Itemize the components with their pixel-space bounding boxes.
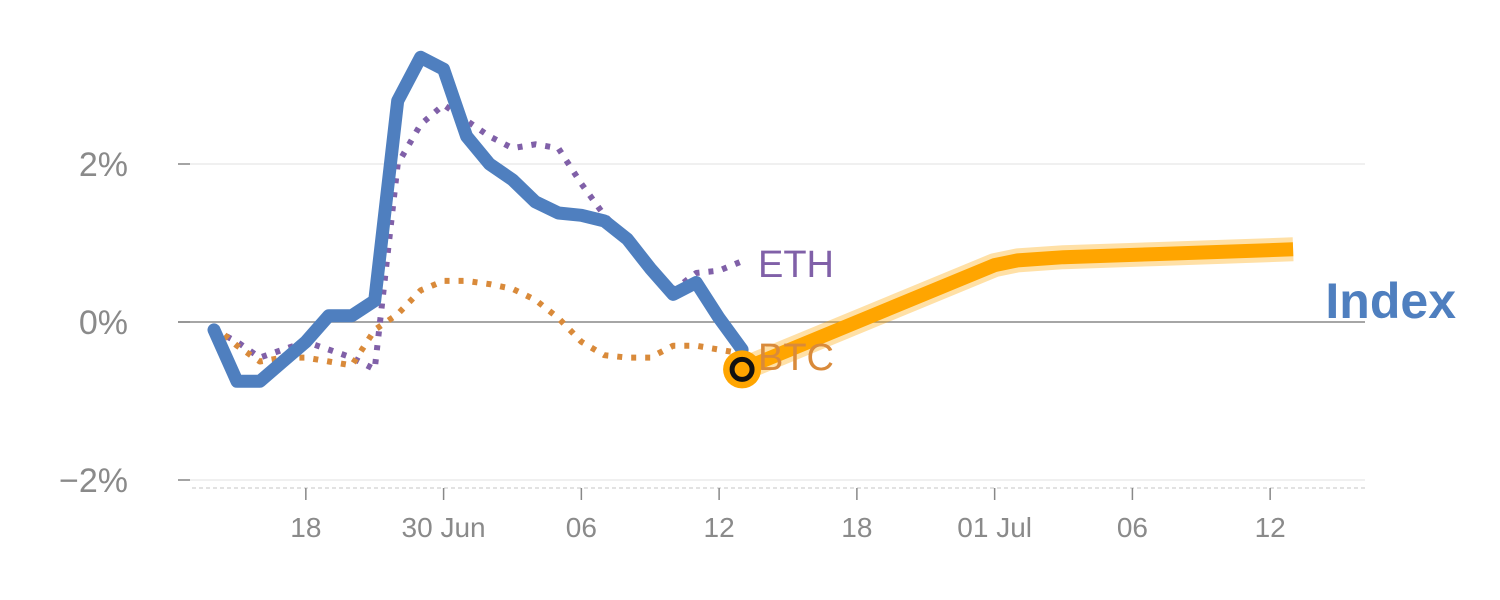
marker-ring — [729, 356, 755, 382]
label-index: Index — [1325, 273, 1456, 329]
series-labels: ETH BTC Index — [758, 244, 1456, 379]
marker-outer — [723, 350, 762, 389]
x-tick-label: 18 — [290, 512, 321, 543]
series-lines — [207, 50, 1294, 389]
x-tick-label: 12 — [704, 512, 735, 543]
index-line — [207, 50, 749, 388]
x-tick-label: 06 — [1117, 512, 1148, 543]
x-axis: 18 30 Jun 06 12 18 01 Jul 06 12 — [290, 488, 1286, 543]
btc-line — [212, 277, 743, 369]
x-tick-label: 06 — [566, 512, 597, 543]
x-tick-label: 18 — [841, 512, 872, 543]
x-tick-label: 30 Jun — [402, 512, 486, 543]
projection-line — [739, 242, 1294, 376]
y-tick-label: 2% — [79, 146, 128, 184]
x-tick-label: 01 Jul — [957, 512, 1032, 543]
x-tick-label: 12 — [1255, 512, 1286, 543]
grid-lines — [178, 163, 1365, 489]
y-tick-label: 0% — [79, 304, 128, 342]
label-btc: BTC — [758, 337, 834, 379]
y-tick-label: −2% — [59, 462, 128, 500]
y-axis: 2% 0% −2% — [59, 146, 128, 500]
label-eth: ETH — [758, 244, 834, 286]
